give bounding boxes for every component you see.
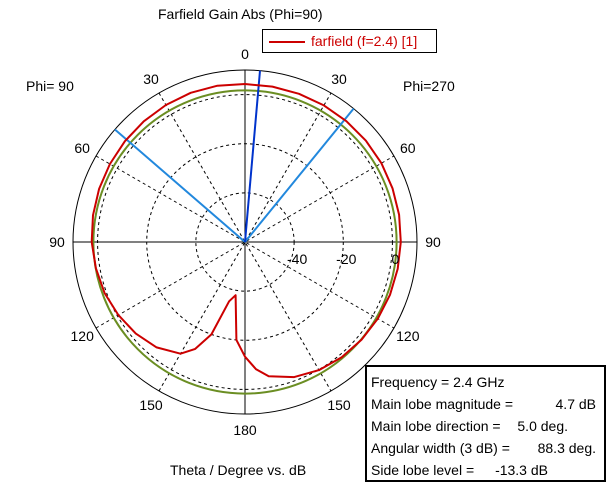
angle-tick-label: 30 [143,71,159,87]
info-label: Main lobe direction = [371,418,501,434]
angle-tick-label: 150 [327,397,351,413]
info-value: 5.0 deg. [517,418,568,434]
angle-tick-label: 60 [74,140,90,156]
radial-tick-label: -20 [336,251,356,267]
angle-tick-label: 60 [400,140,416,156]
info-value: 4.7 dB [555,396,596,412]
phi-left-label: Phi= 90 [26,78,74,94]
angle-tick-label: 90 [49,234,65,250]
pattern-series-line [90,83,402,379]
x-axis-label: Theta / Degree vs. dB [170,462,307,478]
info-label: Main lobe magnitude = [371,396,514,412]
info-box: Frequency = 2.4 GHz Main lobe magnitude … [365,365,606,482]
main-lobe-line [244,70,261,243]
info-row-side-lobe-level: Side lobe level = -13.3 dB [371,459,600,481]
angle-tick-label: 30 [331,71,347,87]
info-label: Side lobe level = [371,462,475,478]
angle-tick-label: 90 [425,234,441,250]
beam-width-line [244,107,355,243]
angle-tick-label: 0 [241,46,249,62]
angle-tick-label: 150 [139,397,163,413]
threedb-circle [92,89,398,395]
info-label: Frequency = 2.4 GHz [371,374,505,390]
angle-tick-label: 120 [71,328,95,344]
radial-tick-label: -40 [287,251,307,267]
legend-label: farfield (f=2.4) [1] [311,33,418,49]
beam-width-line [114,128,246,243]
legend-swatch [269,41,305,43]
info-row-main-lobe-direction: Main lobe direction = 5.0 deg. [371,415,600,437]
phi-right-label: Phi=270 [403,78,455,94]
info-row-frequency: Frequency = 2.4 GHz [371,371,600,393]
radial-tick-label: 0 [392,251,400,267]
info-value: 88.3 deg. [537,440,596,456]
info-row-main-lobe-magnitude: Main lobe magnitude = 4.7 dB [371,393,600,415]
angle-tick-label: 120 [396,328,420,344]
info-value: -13.3 dB [495,462,548,478]
info-label: Angular width (3 dB) = [371,440,510,456]
info-row-angular-width: Angular width (3 dB) = 88.3 deg. [371,437,600,459]
angle-tick-label: 180 [233,422,257,438]
legend: farfield (f=2.4) [1] [262,29,437,53]
chart-title: Farfield Gain Abs (Phi=90) [158,6,323,22]
